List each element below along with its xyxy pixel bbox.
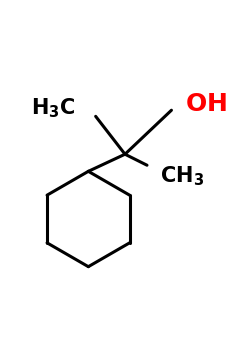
Text: $\mathregular{OH}$: $\mathregular{OH}$ [185,92,227,116]
Text: $\mathregular{CH_3}$: $\mathregular{CH_3}$ [160,164,204,188]
Text: $\mathregular{H_3C}$: $\mathregular{H_3C}$ [30,96,75,120]
